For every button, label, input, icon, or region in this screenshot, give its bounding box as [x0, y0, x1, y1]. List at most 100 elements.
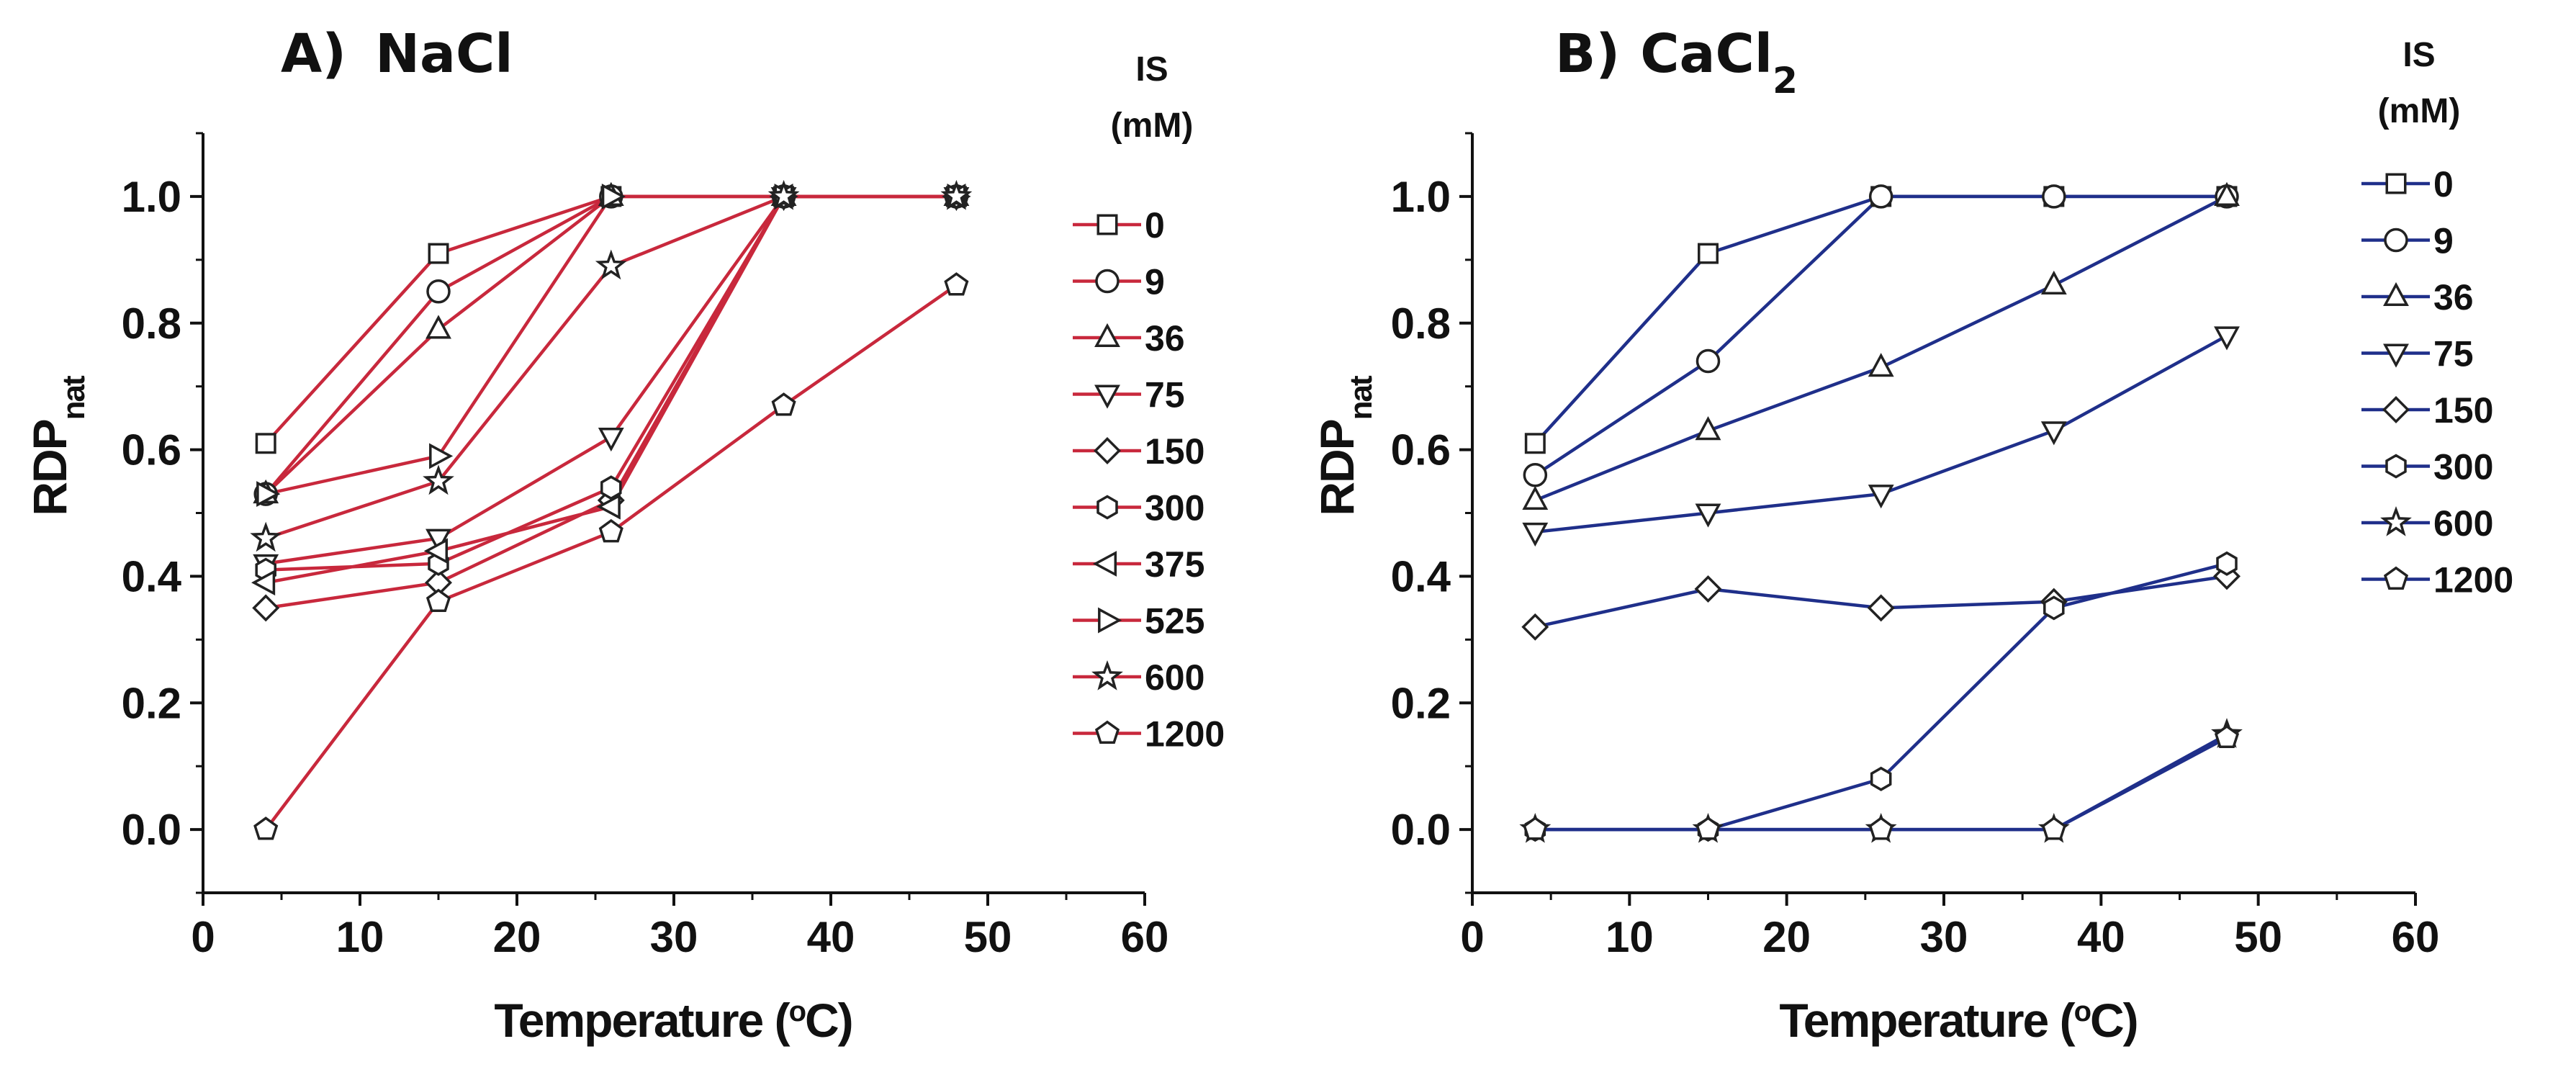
panel-b-x-axis-label: Temperature (oC)	[1779, 994, 2137, 1047]
panel-b-series-line-9	[1534, 194, 2227, 477]
panel-b-legend-marker-9	[2384, 228, 2408, 253]
panel-b-title: B) CaCl2	[1555, 23, 1798, 102]
panel-a-legend-label-300: 300	[1145, 488, 1204, 528]
panel-a-point-1200	[253, 816, 279, 840]
panel-a-legend-marker-0	[1096, 214, 1118, 235]
panel-b-point-9	[1523, 463, 1548, 487]
panel-a-y-tick-label: 1.0	[122, 173, 181, 221]
panel-a-point-375	[423, 538, 449, 564]
panel-b-legend-marker-0	[2385, 173, 2407, 194]
panel-a-point-1200	[944, 272, 969, 296]
panel-a-legend-label-1200: 1200	[1145, 714, 1225, 755]
panel-a-legend-label-36: 36	[1145, 318, 1185, 359]
panel-a-series-line-0	[264, 194, 957, 445]
panel-b-point-36	[1695, 416, 1721, 441]
panel-a-x-tick-label: 50	[964, 913, 1012, 961]
panel-a-point-525	[601, 183, 626, 210]
panel-b-x-tick-label: 50	[2234, 913, 2282, 961]
panel-b-point-150	[1521, 613, 1549, 641]
panel-a-y-tick-label: 0.8	[122, 300, 181, 348]
panel-b-point-75	[2040, 421, 2067, 446]
panel-a-point-600	[423, 464, 454, 495]
panel-a-point-300	[600, 475, 622, 500]
panel-a-point-36	[425, 315, 451, 339]
panel-a-legend-label-75: 75	[1145, 375, 1185, 415]
panel-a-series-line-1200	[264, 284, 958, 831]
panel-b-point-1200	[1523, 816, 1548, 840]
panel-a-legend-marker-375	[1092, 551, 1117, 577]
panel-a-legend-label-375: 375	[1145, 544, 1204, 585]
panel-b-x-tick-label: 30	[1920, 913, 1968, 961]
panel-a-legend-label-9: 9	[1145, 262, 1165, 302]
panel-b-x-tick-label: 0	[1460, 913, 1484, 961]
panel-b-legend-marker-600	[2380, 505, 2412, 536]
panel-b-point-9	[1695, 348, 1721, 374]
panel-b-y-tick-label: 0.6	[1391, 426, 1451, 474]
panel-b-point-0	[1698, 243, 1719, 264]
panel-b-point-75	[1522, 522, 1549, 547]
panel-a-title: A) NaCl	[281, 23, 513, 85]
panel-b-series-line-36	[1534, 194, 2228, 502]
panel-b-y-tick-label: 0.8	[1391, 300, 1451, 348]
panel-b-point-9	[1868, 184, 1893, 209]
panel-a-point-600	[250, 521, 282, 552]
panel-b-point-1200	[2214, 724, 2240, 749]
panel-b-point-1200	[1695, 816, 1721, 840]
panel-a-nacl: A) NaCl 0 10 20 30 40 50 60 0.0 0.2 0.4 0.6 0.8 1.0 T…	[23, 23, 1225, 1047]
panel-a-point-75	[425, 528, 451, 553]
panel-a-legend-marker-150	[1094, 437, 1121, 464]
panel-a-y-tick-label: 0.2	[122, 679, 181, 727]
panel-b-point-9	[2042, 184, 2066, 209]
panel-b-point-1200	[2041, 816, 2066, 840]
panel-a-point-525	[256, 481, 281, 508]
panel-b-cacl2: B) CaCl2 0 10 20 30 40 50 600.00.20.40.60.81.0 …	[1310, 23, 2513, 1047]
panel-b-point-0	[1524, 433, 1546, 454]
panel-a-point-0	[255, 433, 276, 454]
panel-b-y-tick-label: 1.0	[1391, 173, 1451, 221]
panel-b-legend-marker-150	[2382, 396, 2410, 423]
panel-a-point-375	[251, 570, 276, 596]
panel-b-point-150	[1694, 575, 1722, 603]
panel-b-x-tick-label: 40	[2077, 913, 2125, 961]
panel-a-legend-marker-36	[1094, 323, 1120, 348]
panel-a-y-tick-label: 0.4	[122, 552, 182, 600]
panel-b-y-tick-label: 0.4	[1391, 552, 1451, 600]
panel-b-y-axis-label: RDPnat	[1310, 375, 1379, 516]
panel-b-y-tick-label: 0.0	[1391, 806, 1451, 854]
panel-a-point-0	[428, 243, 449, 264]
panel-b-point-300	[2043, 595, 2065, 621]
panel-b-legend-label-75: 75	[2433, 334, 2474, 374]
panel-a-x-axis-label: Temperature (oC)	[494, 994, 852, 1047]
panel-b-legend-marker-300	[2385, 454, 2407, 479]
panel-a-point-75	[598, 428, 624, 452]
panel-a-legend-marker-1200	[1094, 720, 1120, 744]
panel-b-legend-marker-75	[2383, 343, 2409, 368]
panel-b-x-tick-label: 20	[1762, 913, 1811, 961]
panel-a-point-375	[596, 493, 621, 520]
panel-a-x-tick-label: 60	[1121, 913, 1169, 961]
panel-b-legend-label-36: 36	[2433, 277, 2474, 318]
panel-a-x-tick-label: 10	[336, 913, 384, 961]
panel-b-point-75	[1695, 503, 1721, 528]
panel-b-legend-label-300: 300	[2433, 447, 2493, 487]
panel-b-plot-area: 0 10 20 30 40 50 60 0.0 0.2 0.4 0.6 0.8 1.0	[1391, 132, 2439, 961]
panel-b-legend-label-9: 9	[2433, 221, 2454, 261]
panel-b-legend: IS (mM) 0 9 36 75 150 300 600 1200	[2361, 36, 2513, 600]
panel-b-legend-marker-1200	[2383, 566, 2409, 590]
panel-a-legend-marker-600	[1091, 660, 1123, 690]
panel-b-point-1200	[1868, 816, 1893, 840]
panel-a-legend-title-unit: (mM)	[1111, 107, 1194, 145]
panel-b-legend-label-150: 150	[2433, 390, 2493, 431]
panel-b-legend-title-unit: (mM)	[2378, 92, 2461, 130]
panel-b-point-36	[1868, 353, 1894, 377]
panel-a-x-tick-label: 40	[807, 913, 855, 961]
panel-b-legend-label-600: 600	[2433, 503, 2493, 544]
panel-b-point-150	[1867, 594, 1895, 622]
panel-a-point-600	[595, 249, 627, 280]
panel-b-point-75	[2214, 326, 2240, 351]
panel-b-point-36	[1522, 485, 1549, 510]
panel-b-legend-label-1200: 1200	[2433, 560, 2513, 600]
panel-b-point-75	[1868, 485, 1894, 509]
panel-b-legend-title-is: IS	[2402, 36, 2435, 74]
panel-a-point-600	[940, 179, 973, 210]
